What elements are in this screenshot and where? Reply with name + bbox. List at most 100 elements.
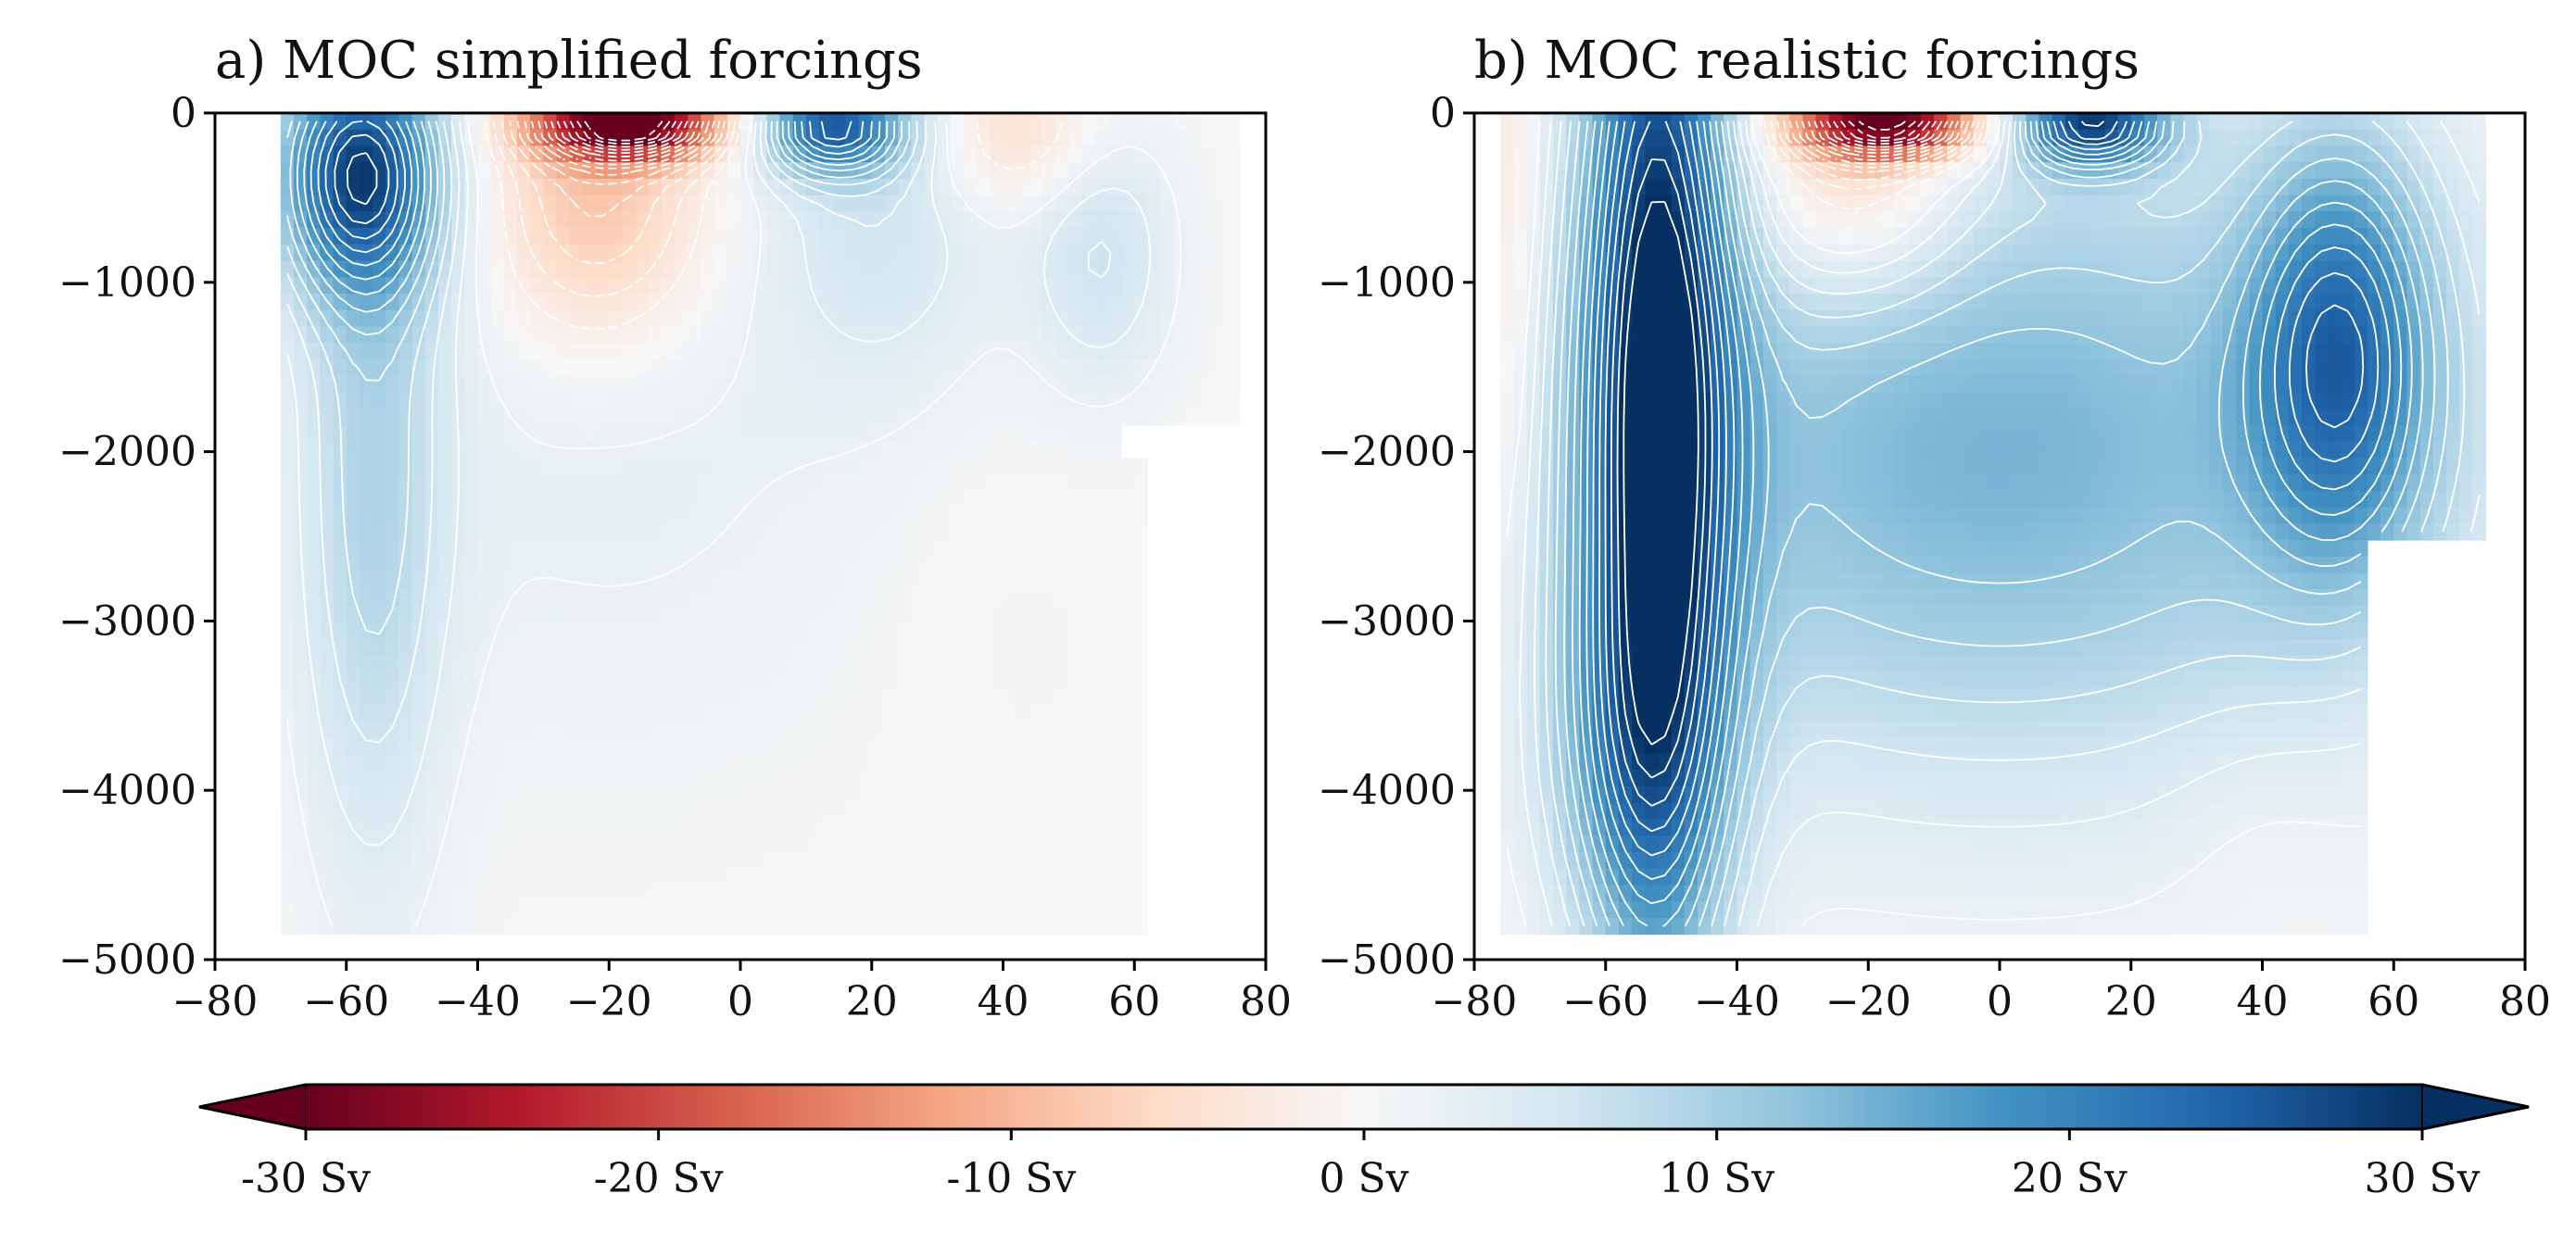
heatmap-cell: [320, 572, 335, 590]
heatmap-cell: [530, 638, 544, 656]
heatmap-cell: [280, 326, 295, 344]
heatmap-cell: [464, 507, 479, 524]
heatmap-cell: [1173, 145, 1188, 163]
heatmap-cell: [688, 540, 702, 558]
heatmap-cell: [2026, 277, 2040, 295]
heatmap-cell: [1160, 244, 1175, 262]
heatmap-cell: [1016, 540, 1030, 558]
heatmap-cell: [845, 277, 860, 295]
heatmap-cell: [517, 885, 531, 902]
heatmap-cell: [1134, 343, 1149, 360]
heatmap-cell: [950, 441, 965, 459]
heatmap-cell: [805, 375, 820, 394]
heatmap-cell: [688, 605, 702, 623]
heatmap-cell: [622, 917, 637, 936]
heatmap-cell: [963, 885, 978, 902]
heatmap-cell: [766, 523, 781, 541]
heatmap-cell: [385, 836, 400, 853]
heatmap-cell: [1711, 343, 1724, 360]
heatmap-cell: [1736, 392, 1751, 409]
heatmap-cell: [661, 162, 676, 180]
heatmap-cell: [2288, 113, 2303, 131]
heatmap-cell: [740, 441, 754, 459]
heatmap-cell: [622, 523, 637, 541]
heatmap-cell: [320, 802, 335, 821]
heatmap-cell: [2026, 309, 2040, 328]
heatmap-cell: [2406, 211, 2421, 229]
heatmap-cell: [582, 375, 597, 394]
heatmap-cell: [819, 375, 833, 394]
contour-line: [286, 120, 1182, 927]
heatmap-cell: [477, 277, 492, 295]
heatmap-cell: [2302, 343, 2316, 360]
heatmap-cell: [556, 770, 571, 787]
heatmap-cell: [1749, 294, 1764, 311]
heatmap-cell: [477, 819, 492, 836]
heatmap-cell: [307, 802, 321, 821]
heatmap-cell: [1960, 211, 1975, 229]
heatmap-cell: [766, 638, 781, 656]
heatmap-cell: [609, 424, 624, 443]
heatmap-cell: [490, 638, 505, 656]
heatmap-cell: [346, 885, 360, 902]
contour-line: [500, 120, 731, 264]
heatmap-cell: [569, 195, 584, 212]
heatmap-cell: [333, 490, 347, 509]
contour-line: [289, 120, 896, 313]
heatmap-cell: [596, 885, 610, 902]
heatmap-cell: [477, 458, 492, 475]
heatmap-cell: [1029, 736, 1043, 755]
heatmap-cell: [701, 375, 715, 394]
heatmap-cell: [950, 836, 965, 853]
heatmap-cell: [1526, 424, 1541, 443]
heatmap-cell: [1671, 309, 1686, 328]
heatmap-cell: [464, 605, 479, 623]
heatmap-cell: [385, 474, 400, 492]
heatmap-cell: [411, 523, 426, 541]
heatmap-cell: [333, 458, 347, 475]
heatmap-cell: [1213, 358, 1228, 377]
heatmap-cell: [937, 704, 952, 722]
heatmap-cell: [490, 309, 505, 328]
heatmap-cell: [2459, 129, 2473, 147]
heatmap-cell: [701, 802, 715, 821]
heatmap-cell: [990, 753, 1004, 771]
heatmap-cell: [977, 392, 991, 409]
heatmap-cell: [819, 211, 833, 229]
heatmap-cell: [1107, 704, 1122, 722]
heatmap-cell: [477, 851, 492, 870]
heatmap-cell: [307, 540, 321, 558]
heatmap-cell: [2222, 277, 2237, 295]
heatmap-cell: [924, 343, 939, 360]
heatmap-cell: [753, 868, 767, 886]
heatmap-cell: [1736, 424, 1751, 443]
heatmap-cell: [569, 211, 584, 229]
heatmap-cell: [898, 687, 912, 705]
heatmap-cell: [294, 343, 308, 360]
heatmap-cell: [2459, 343, 2473, 360]
heatmap-cell: [1645, 145, 1660, 163]
heatmap-cell: [596, 358, 610, 377]
heatmap-cell: [805, 260, 820, 278]
heatmap-cell: [911, 868, 926, 886]
heatmap-cell: [333, 622, 347, 640]
heatmap-cell: [2183, 326, 2198, 344]
heatmap-cell: [937, 408, 952, 426]
heatmap-cell: [1200, 178, 1214, 196]
heatmap-cell: [977, 162, 991, 180]
heatmap-cell: [1042, 655, 1056, 672]
heatmap-cell: [911, 211, 926, 229]
heatmap-cell: [2445, 424, 2460, 443]
heatmap-cell: [1094, 704, 1109, 722]
heatmap-cell: [569, 589, 584, 607]
y-tick-label: −1000: [58, 259, 196, 307]
heatmap-cell: [622, 343, 637, 360]
heatmap-cell: [937, 671, 952, 689]
heatmap-cell: [1947, 294, 1962, 311]
heatmap-cell: [1776, 375, 1790, 394]
heatmap-cell: [411, 721, 426, 738]
heatmap-cell: [1173, 113, 1188, 131]
heatmap-cell: [2288, 162, 2303, 180]
heatmap-cell: [609, 441, 624, 459]
heatmap-cell: [792, 622, 807, 640]
